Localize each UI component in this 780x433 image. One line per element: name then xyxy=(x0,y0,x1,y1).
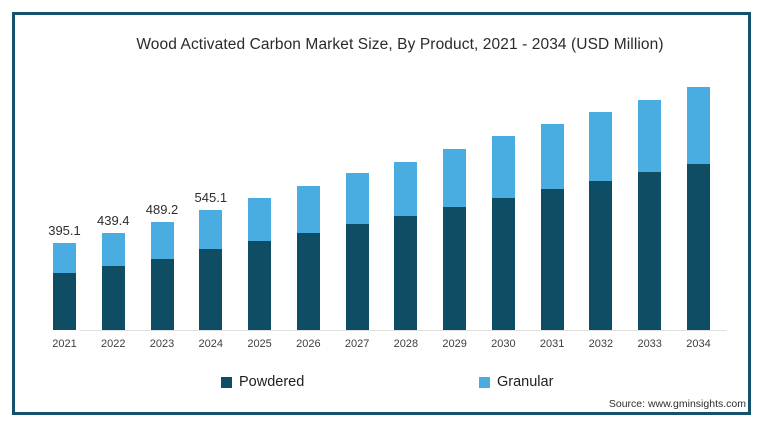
x-axis-year-label: 2032 xyxy=(588,338,614,350)
bar-column: 2028 xyxy=(394,77,418,350)
x-axis-year-label: 2030 xyxy=(491,338,516,350)
bar-column: 2032 xyxy=(589,77,613,350)
bar-segment-powdered xyxy=(296,232,320,330)
bar-column: 2034 xyxy=(686,77,711,350)
bar-column: 2026 xyxy=(296,77,321,350)
bar-segment-powdered xyxy=(638,172,662,330)
bar-column: 2029 xyxy=(442,77,467,350)
bar-segment-granular xyxy=(296,185,320,233)
bar-column: 2031 xyxy=(540,77,564,350)
chart-frame xyxy=(12,12,751,415)
bar-segment-granular xyxy=(589,112,613,181)
bar-column: 2027 xyxy=(345,77,369,350)
x-axis-year-label: 2025 xyxy=(247,338,272,350)
bar-segment-powdered xyxy=(686,163,710,330)
bar-segment-granular xyxy=(101,233,125,266)
bar-segment-powdered xyxy=(345,223,369,330)
x-axis-year-label: 2029 xyxy=(442,338,467,350)
bar-segment-granular xyxy=(199,210,223,250)
powdered-swatch-icon xyxy=(221,376,232,388)
bar-value-label: 489.2 xyxy=(145,202,179,218)
granular-swatch-icon xyxy=(479,376,490,388)
bar-segment-powdered xyxy=(540,188,564,330)
x-axis-year-label: 2033 xyxy=(637,338,662,350)
x-axis-year-label: 2026 xyxy=(296,338,321,350)
bar-segment-powdered xyxy=(491,197,515,330)
bar-segment-powdered xyxy=(101,265,125,330)
bar-column: 2033 xyxy=(637,77,662,350)
chart-title: Wood Activated Carbon Market Size, By Pr… xyxy=(136,36,664,53)
bar-segment-granular xyxy=(443,149,467,207)
bar-segment-granular xyxy=(491,136,515,198)
bar-segment-powdered xyxy=(53,273,76,330)
x-axis-year-label: 2034 xyxy=(686,338,711,350)
source-text: Source: www.gminsights.com xyxy=(608,398,746,410)
x-axis-year-label: 2031 xyxy=(539,338,565,350)
bar-column: 395.1 2021 xyxy=(48,77,81,350)
bars-container: 395.1 2021 439.4 2022 489.2 2023 545.1 2024 2025… xyxy=(48,77,711,350)
bar-segment-granular xyxy=(686,87,710,164)
bar-segment-granular xyxy=(638,99,662,173)
bar-column: 545.1 2024 xyxy=(195,77,228,350)
bar-segment-granular xyxy=(248,198,272,241)
x-axis-line xyxy=(80,330,727,331)
bar-segment-powdered xyxy=(589,180,613,330)
x-axis-year-label: 2027 xyxy=(344,338,370,350)
bar-value-label: 439.4 xyxy=(96,213,130,229)
bar-segment-powdered xyxy=(443,206,467,330)
legend-item-granular: Granular xyxy=(479,374,553,390)
bar-segment-granular xyxy=(150,222,174,259)
bar-segment-granular xyxy=(345,173,369,224)
bar-column: 489.2 2023 xyxy=(146,77,179,350)
bar-segment-powdered xyxy=(394,215,418,330)
bar-value-label: 395.1 xyxy=(48,223,81,239)
bar-segment-granular xyxy=(394,161,418,216)
bar-column: 2030 xyxy=(491,77,516,350)
x-axis-year-label: 2028 xyxy=(393,338,419,350)
x-axis-year-label: 2024 xyxy=(198,338,224,350)
bar-value-label: 545.1 xyxy=(194,190,228,206)
legend-label-granular: Granular xyxy=(497,374,554,390)
legend-item-powdered: Powdered xyxy=(221,374,304,390)
x-axis-year-label: 2022 xyxy=(101,338,126,350)
x-axis-year-label: 2023 xyxy=(149,338,175,350)
legend-label-powdered: Powdered xyxy=(239,374,305,390)
bar-segment-powdered xyxy=(199,249,223,330)
bar-segment-powdered xyxy=(248,240,272,330)
bar-column: 2025 xyxy=(247,77,272,350)
bar-segment-powdered xyxy=(150,258,174,330)
x-axis-year-label: 2021 xyxy=(52,338,77,350)
bar-segment-granular xyxy=(540,124,564,189)
bar-column: 439.4 2022 xyxy=(97,77,130,350)
bar-segment-granular xyxy=(53,243,76,274)
